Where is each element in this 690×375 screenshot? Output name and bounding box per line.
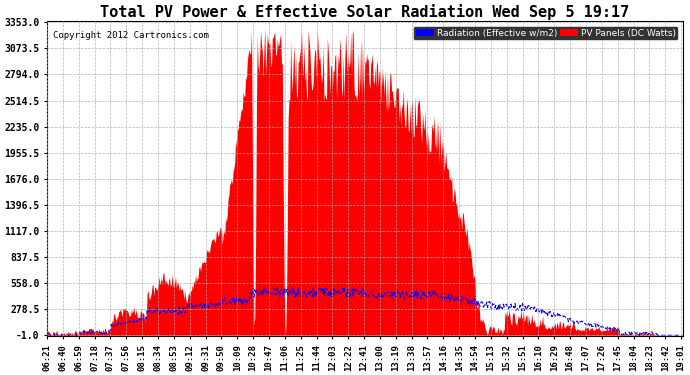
Legend: Radiation (Effective w/m2), PV Panels (DC Watts): Radiation (Effective w/m2), PV Panels (D… (413, 26, 678, 40)
Text: Copyright 2012 Cartronics.com: Copyright 2012 Cartronics.com (53, 31, 209, 40)
Title: Total PV Power & Effective Solar Radiation Wed Sep 5 19:17: Total PV Power & Effective Solar Radiati… (100, 4, 629, 20)
